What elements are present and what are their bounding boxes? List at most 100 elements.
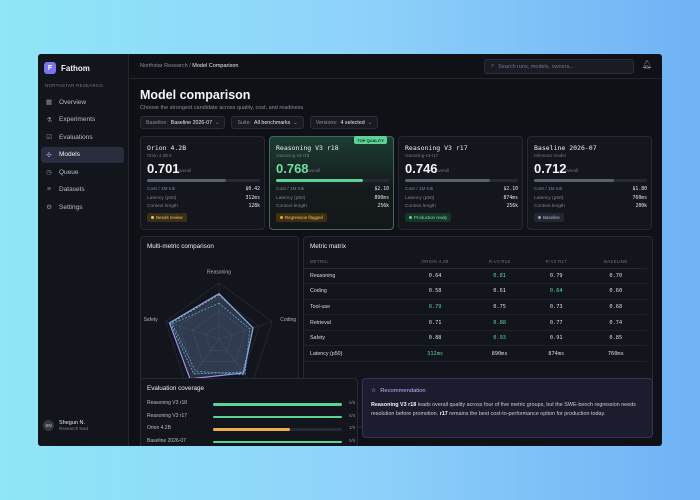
card-stat-row: Cost / 1M tok $1.80 [534, 187, 647, 192]
card-stat-row: Latency (p50) 890ms [276, 196, 389, 201]
radar-grid-ring [205, 324, 233, 351]
sidebar-item-queue[interactable]: ◷ Queue [41, 164, 124, 180]
stat-value: 256k [506, 204, 518, 209]
model-card[interactable]: TOP QUALITY Reasoning V3 r18 reasoning-v3-… [269, 136, 394, 230]
filter-label: Versions: [315, 119, 338, 126]
workspace-label: NORTHSTAR RESEARCH [45, 83, 103, 88]
stat-label: Context length [147, 204, 178, 209]
table-row[interactable]: Tool-use 0.79 0.75 0.73 0.68 [304, 299, 647, 316]
sidebar-item-datasets[interactable]: ≡ Datasets [41, 182, 124, 198]
sidebar-item-models[interactable]: ✣ Models [41, 146, 124, 163]
flask-icon: ⚗ [46, 116, 52, 124]
coverage-value: 5/5 [349, 412, 356, 418]
coverage-value: 3/5 [349, 425, 356, 430]
coverage-model-label: Reasoning V3 r17 [147, 412, 188, 419]
metric-value: 0.58 [399, 283, 472, 300]
table-row[interactable]: Safety 0.88 0.93 0.91 0.85 [304, 330, 647, 347]
table-row[interactable]: Latency (p50) 312ms 890ms 874ms 760ms [304, 345, 647, 363]
breadcrumb-parent[interactable]: Northstar Research [140, 63, 188, 69]
stat-label: Latency (p50) [276, 195, 306, 201]
gear-icon: ⚙ [46, 204, 52, 211]
network-icon: ✣ [46, 151, 52, 159]
filter-value: All benchmarks [254, 119, 291, 126]
user-profile[interactable]: SN Shegun N. Research lead [43, 420, 88, 431]
metric-value: 0.68 [584, 299, 647, 316]
card-stat-row: Context length 128k [147, 204, 260, 209]
metric-value: 0.79 [399, 299, 472, 316]
column-header: R-V3 R17 [527, 255, 585, 269]
app-window: F Fathom NORTHSTAR RESEARCH ▦ Overview ⚗ Ex… [38, 54, 662, 446]
metric-value: 0.74 [584, 314, 647, 331]
breadcrumb-current: Model Comparison [192, 63, 239, 69]
metric-value: 0.79 [527, 268, 585, 285]
sidebar-item-evaluations[interactable]: ☑ Evaluations [41, 129, 124, 145]
model-card[interactable]: Baseline 2026-07 reference model 0.712 over… [527, 136, 652, 230]
stat-value: 312ms [245, 195, 260, 201]
page-subtitle: Choose the strongest candidate across qu… [140, 105, 305, 111]
brand[interactable]: F Fathom [44, 62, 90, 74]
coverage-value: 5/5 [349, 400, 356, 405]
search-placeholder: Search runs, models, owners... [498, 63, 574, 70]
model-tag: reference model [534, 153, 566, 158]
overall-score: 0.746 [405, 161, 438, 176]
coverage-model-label: Reasoning V3 r18 [147, 400, 188, 406]
coverage-panel: Evaluation coverage Reasoning V3 r18 5/5 R… [140, 378, 358, 446]
sidebar-item-label: Evaluations [59, 133, 93, 141]
sidebar-item-label: Settings [59, 203, 83, 211]
clock-icon: ◷ [46, 169, 52, 176]
coverage-model-label: Baseline 2026-07 [147, 437, 186, 444]
model-name: Orion 4.2B [147, 144, 187, 152]
grid-icon: ▦ [45, 99, 53, 106]
stat-value: $2.10 [503, 187, 518, 192]
status-badge: Baseline [534, 213, 564, 222]
table-row[interactable]: Reasoning 0.64 0.81 0.79 0.70 [304, 268, 647, 285]
stat-value: $1.80 [632, 187, 647, 192]
column-header: METRIC [304, 255, 399, 269]
card-stat-row: Cost / 1M tok $2.10 [405, 187, 518, 192]
recommendation-body: Reasoning V3 r18 leads overall quality a… [371, 401, 647, 419]
chevron-down-icon: ⌄ [215, 119, 220, 126]
table-row[interactable]: Coding 0.58 0.61 0.64 0.60 [304, 283, 647, 300]
table-row[interactable]: Retrieval 0.71 0.88 0.77 0.74 [304, 314, 647, 331]
user-name: Shegun N. [59, 420, 85, 426]
sidebar-item-overview[interactable]: ▦ Overview [41, 94, 124, 110]
database-icon: ≡ [47, 186, 51, 193]
card-stat-row: Context length 256k [276, 204, 389, 209]
filter-dropdown[interactable]: Suite: All benchmarks ⌄ [231, 116, 304, 129]
recommendation-text-a: leads overall quality across four of fiv… [371, 402, 636, 417]
score-label: overall [565, 168, 578, 173]
search-input[interactable]: ⌕ Search runs, models, owners... [484, 59, 634, 74]
stat-value: 200k [635, 204, 647, 209]
model-card[interactable]: Reasoning V3 r17 reasoning-v3-r17 0.746 ove… [398, 136, 523, 230]
breadcrumb-separator: / [189, 63, 191, 69]
stat-value: $2.10 [374, 187, 389, 192]
model-card[interactable]: Orion 4.2B Orion 4.2B-it 0.701 overall Cost … [140, 136, 265, 230]
score-bar [405, 179, 518, 182]
metric-name: Safety [304, 330, 399, 347]
filter-dropdown[interactable]: Baseline: Baseline 2026-07 ⌄ [140, 116, 226, 129]
radar-title: Multi-metric comparison [147, 243, 214, 250]
stat-label: Cost / 1M tok [147, 187, 176, 192]
filter-dropdown[interactable]: Versions: 4 selected ⌄ [309, 116, 379, 129]
recommendation-title: Recommendation [380, 388, 426, 394]
status-dot [280, 216, 283, 219]
search-icon: ⌕ [491, 63, 495, 69]
sidebar-item-experiments[interactable]: ⚗ Experiments [41, 112, 124, 128]
model-name: Baseline 2026-07 [534, 144, 597, 152]
sidebar-item-settings[interactable]: ⚙ Settings [41, 199, 124, 215]
status-dot [538, 216, 541, 219]
card-stat-row: Latency (p50) 874ms [405, 196, 518, 201]
status-label: Regression flagged [285, 215, 323, 220]
card-stat-row: Context length 200k [534, 204, 647, 209]
stat-value: 256k [377, 204, 389, 209]
stat-label: Context length [276, 204, 307, 209]
coverage-row: Orion 4.2B 3/5 [147, 424, 357, 434]
coverage-row: Baseline 2026-07 5/5 [147, 437, 357, 447]
stat-label: Cost / 1M tok [534, 187, 563, 192]
filter-label: Baseline: [146, 119, 168, 126]
stat-value: 760ms [632, 195, 647, 201]
metric-name: Coding [304, 283, 399, 300]
coverage-value: 5/5 [349, 437, 356, 443]
overall-score: 0.712 [534, 161, 567, 176]
notification-bell-icon[interactable]: 🔔︎ [642, 60, 653, 69]
